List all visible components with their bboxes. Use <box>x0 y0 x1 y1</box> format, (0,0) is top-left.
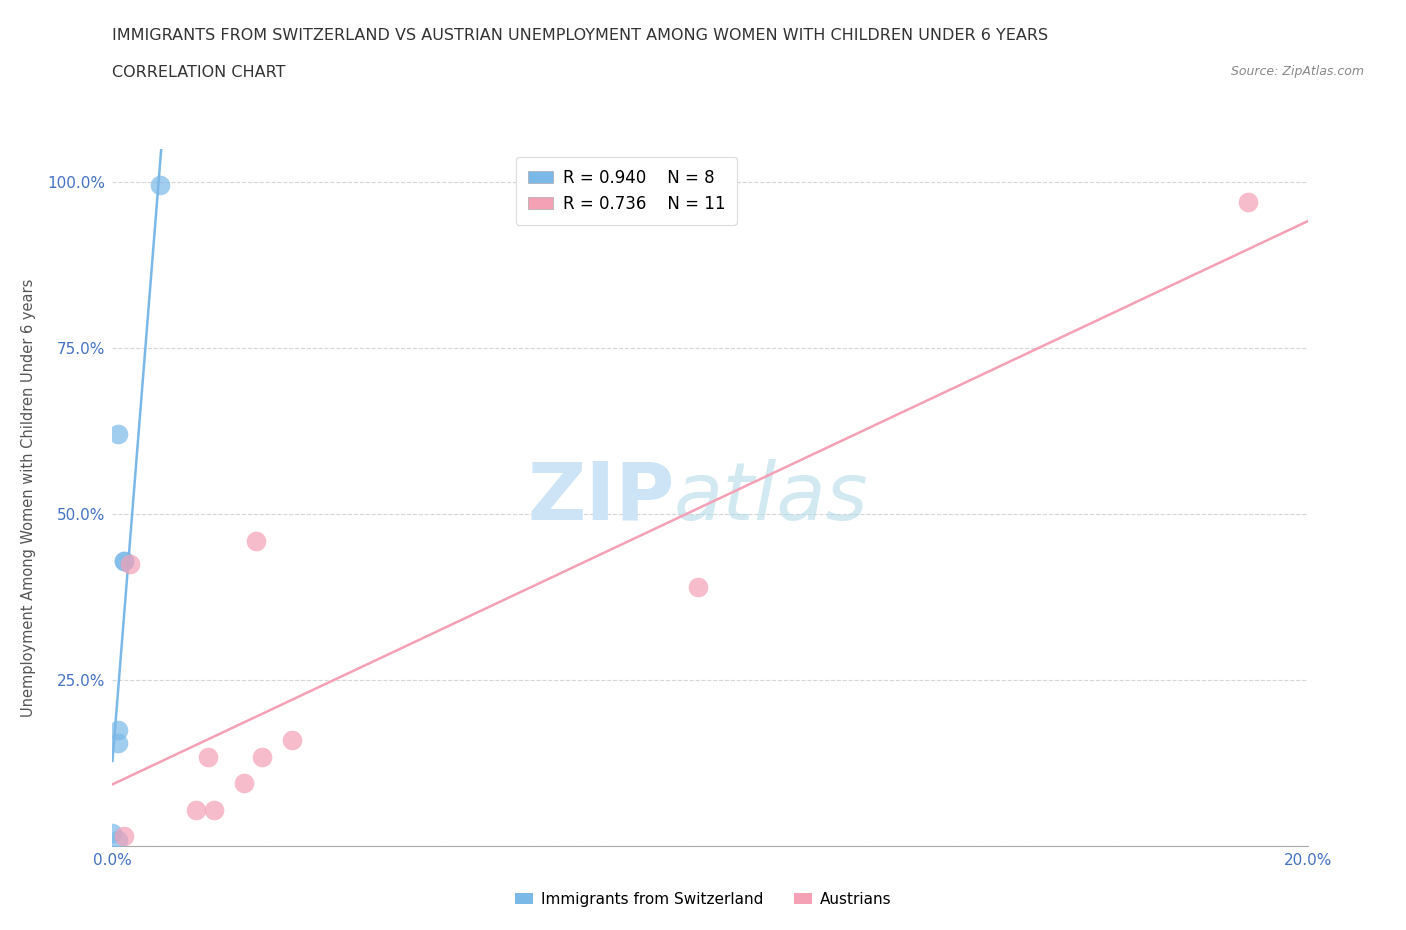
Point <box>1237 194 1260 209</box>
Point <box>245 533 267 548</box>
Point <box>107 832 129 847</box>
Point <box>107 427 129 442</box>
Point <box>250 750 273 764</box>
Point <box>232 776 256 790</box>
Point <box>107 723 129 737</box>
Point <box>114 829 135 844</box>
Legend: R = 0.940    N = 8, R = 0.736    N = 11: R = 0.940 N = 8, R = 0.736 N = 11 <box>516 157 737 225</box>
Point <box>120 556 142 571</box>
Point <box>202 803 225 817</box>
Point <box>149 178 172 193</box>
Point <box>688 579 710 594</box>
Y-axis label: Unemployment Among Women with Children Under 6 years: Unemployment Among Women with Children U… <box>21 278 37 717</box>
Point <box>101 826 124 841</box>
Point <box>197 750 219 764</box>
Point <box>281 733 304 748</box>
Point <box>107 736 129 751</box>
Legend: Immigrants from Switzerland, Austrians: Immigrants from Switzerland, Austrians <box>509 886 897 913</box>
Text: IMMIGRANTS FROM SWITZERLAND VS AUSTRIAN UNEMPLOYMENT AMONG WOMEN WITH CHILDREN U: IMMIGRANTS FROM SWITZERLAND VS AUSTRIAN … <box>112 28 1049 43</box>
Text: atlas: atlas <box>675 458 869 537</box>
Text: CORRELATION CHART: CORRELATION CHART <box>112 65 285 80</box>
Text: Source: ZipAtlas.com: Source: ZipAtlas.com <box>1230 65 1364 78</box>
Point <box>114 553 135 568</box>
Point <box>186 803 208 817</box>
Text: ZIP: ZIP <box>527 458 675 537</box>
Point <box>114 553 135 568</box>
